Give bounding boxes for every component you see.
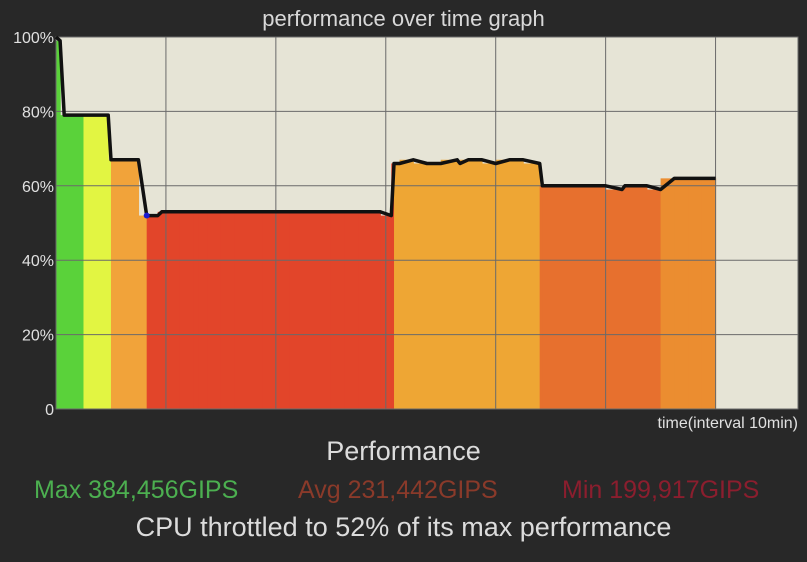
color-band (207, 211, 222, 409)
color-band (459, 159, 469, 409)
plot-frame (55, 36, 799, 410)
color-band (69, 115, 85, 410)
color-band (624, 185, 634, 409)
color-band (193, 211, 200, 409)
color-band (523, 163, 541, 409)
color-band (468, 159, 483, 409)
y-tick-label: 0 (45, 402, 54, 419)
color-band (198, 211, 208, 409)
performance-color-bands (56, 40, 717, 410)
performance-chart: 0 20% 40% 60% 80% 100% time(interval 10min) (13, 30, 799, 432)
color-band (394, 163, 401, 409)
color-band (220, 211, 236, 409)
color-band (646, 189, 662, 409)
grid-lines (55, 36, 799, 410)
color-band (157, 211, 163, 409)
color-band (660, 178, 675, 409)
color-band (179, 211, 195, 409)
color-band (542, 185, 552, 409)
max-performance-stat: Max 384,456GIPS (34, 476, 239, 504)
chart-title: performance over time graph (262, 6, 545, 31)
color-band (413, 163, 428, 409)
color-band (124, 159, 140, 409)
color-band (578, 185, 596, 409)
color-band (605, 189, 623, 409)
color-band (440, 159, 458, 409)
y-tick-label: 60% (22, 179, 54, 196)
y-tick-label: 100% (13, 30, 54, 47)
color-band (56, 40, 61, 409)
color-band (83, 115, 98, 410)
color-band (149, 215, 159, 409)
color-band (391, 163, 395, 409)
color-band (303, 211, 318, 409)
minimum-marker (143, 212, 150, 219)
color-band (457, 163, 461, 409)
color-band (248, 211, 263, 409)
color-band (594, 185, 607, 409)
color-band (399, 159, 414, 409)
color-band (146, 215, 151, 409)
color-band (165, 211, 173, 409)
performance-heading: Performance (326, 436, 481, 466)
color-band (358, 211, 381, 409)
throttle-summary: CPU throttled to 52% of its max performa… (135, 512, 672, 542)
color-band (317, 211, 332, 409)
color-band (97, 115, 109, 410)
color-band (701, 178, 717, 409)
color-band (289, 211, 304, 409)
color-band (138, 215, 148, 409)
color-band (262, 211, 277, 409)
color-band (509, 159, 524, 409)
color-band (60, 115, 65, 410)
color-band (550, 185, 566, 409)
color-band (633, 185, 648, 409)
y-tick-label: 80% (22, 104, 54, 121)
y-tick-label: 40% (22, 253, 54, 270)
color-band (674, 178, 689, 409)
color-band (427, 163, 442, 409)
color-band (539, 185, 544, 409)
color-band (171, 211, 181, 409)
color-band (481, 163, 497, 409)
color-band (275, 211, 291, 409)
color-band (688, 178, 703, 409)
y-tick-label: 20% (22, 328, 54, 345)
y-axis-tick-labels: 0 20% 40% 60% 80% 100% (13, 30, 54, 419)
color-band (64, 115, 71, 410)
color-band (564, 185, 579, 409)
x-axis-label: time(interval 10min) (658, 415, 798, 432)
color-band (234, 211, 249, 409)
color-band (108, 159, 112, 409)
color-band (110, 159, 126, 409)
color-band (622, 185, 626, 409)
color-band (344, 211, 359, 409)
min-performance-stat: Min 199,917GIPS (562, 476, 760, 504)
avg-performance-stat: Avg 231,442GIPS (298, 476, 498, 504)
color-band (161, 211, 167, 409)
color-band (330, 211, 346, 409)
color-band (495, 159, 511, 409)
